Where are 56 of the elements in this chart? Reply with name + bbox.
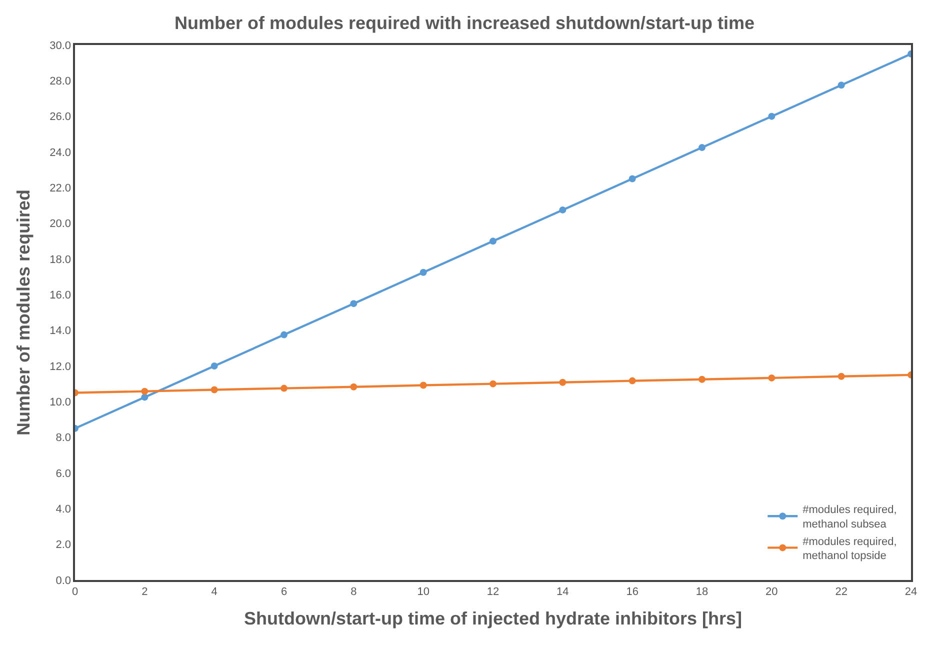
x-tick-label: 24 <box>904 586 918 598</box>
y-tick-label: 12.0 <box>50 360 72 373</box>
point <box>559 206 566 214</box>
point <box>768 374 776 382</box>
y-tick-label: 0.0 <box>56 574 72 587</box>
point <box>628 377 636 384</box>
x-tick-label: 18 <box>696 586 708 598</box>
point <box>210 362 218 370</box>
x-tick-label: 12 <box>486 586 500 598</box>
y-tick-label: 14.0 <box>50 325 72 338</box>
point <box>350 383 358 390</box>
x-tick-label: 20 <box>766 586 778 598</box>
x-tick-label: 10 <box>417 586 430 598</box>
point <box>141 394 148 401</box>
y-tick-label: 30.0 <box>50 40 72 52</box>
y-tick-label: 28.0 <box>50 76 72 88</box>
point <box>628 175 636 182</box>
y-tick-label: 8.0 <box>56 432 72 444</box>
point <box>698 144 706 152</box>
point <box>559 378 566 386</box>
x-tick-label: 14 <box>556 586 569 598</box>
point <box>490 238 496 245</box>
y-axis-title: Number of modules required <box>13 189 34 436</box>
point <box>698 376 706 383</box>
x-tick-label: 0 <box>72 586 78 598</box>
point <box>768 112 776 120</box>
y-tick-label: 26.0 <box>50 111 72 124</box>
point <box>838 82 845 89</box>
x-tick-label: 22 <box>835 586 848 598</box>
x-tick-label: 8 <box>350 586 357 598</box>
y-tick-label: 24.0 <box>50 146 72 159</box>
x-tick-label: 4 <box>211 586 218 598</box>
point <box>210 386 218 394</box>
point <box>420 382 427 389</box>
x-tick-label: 2 <box>142 586 148 598</box>
x-tick-label: 6 <box>280 586 288 598</box>
y-tick-label: 20.0 <box>50 218 72 230</box>
y-tick-label: 4.0 <box>56 504 72 516</box>
y-tick-label: 2.0 <box>56 539 72 552</box>
x-axis-title: Shutdown/start-up time of injected hydrate inhibitors [hrs] <box>244 608 742 629</box>
point <box>350 300 358 308</box>
legend-label: #modules required, methanol topside <box>802 536 897 562</box>
point <box>280 384 288 392</box>
y-tick-label: 10.0 <box>50 396 72 409</box>
chart-title: Number of modules required with increased shutdown/start-up time <box>174 12 755 33</box>
point <box>490 380 496 388</box>
y-tick-label: 18.0 <box>50 254 72 266</box>
point <box>420 268 427 276</box>
x-tick-label: 16 <box>626 586 638 598</box>
y-tick-label: 6.0 <box>56 468 72 480</box>
legend-label: #modules required, methanol subsea <box>802 504 897 531</box>
point <box>838 372 845 380</box>
y-tick-label: 22.0 <box>50 182 72 195</box>
point <box>141 388 148 395</box>
y-tick-label: 16.0 <box>50 290 72 302</box>
point <box>280 331 288 338</box>
